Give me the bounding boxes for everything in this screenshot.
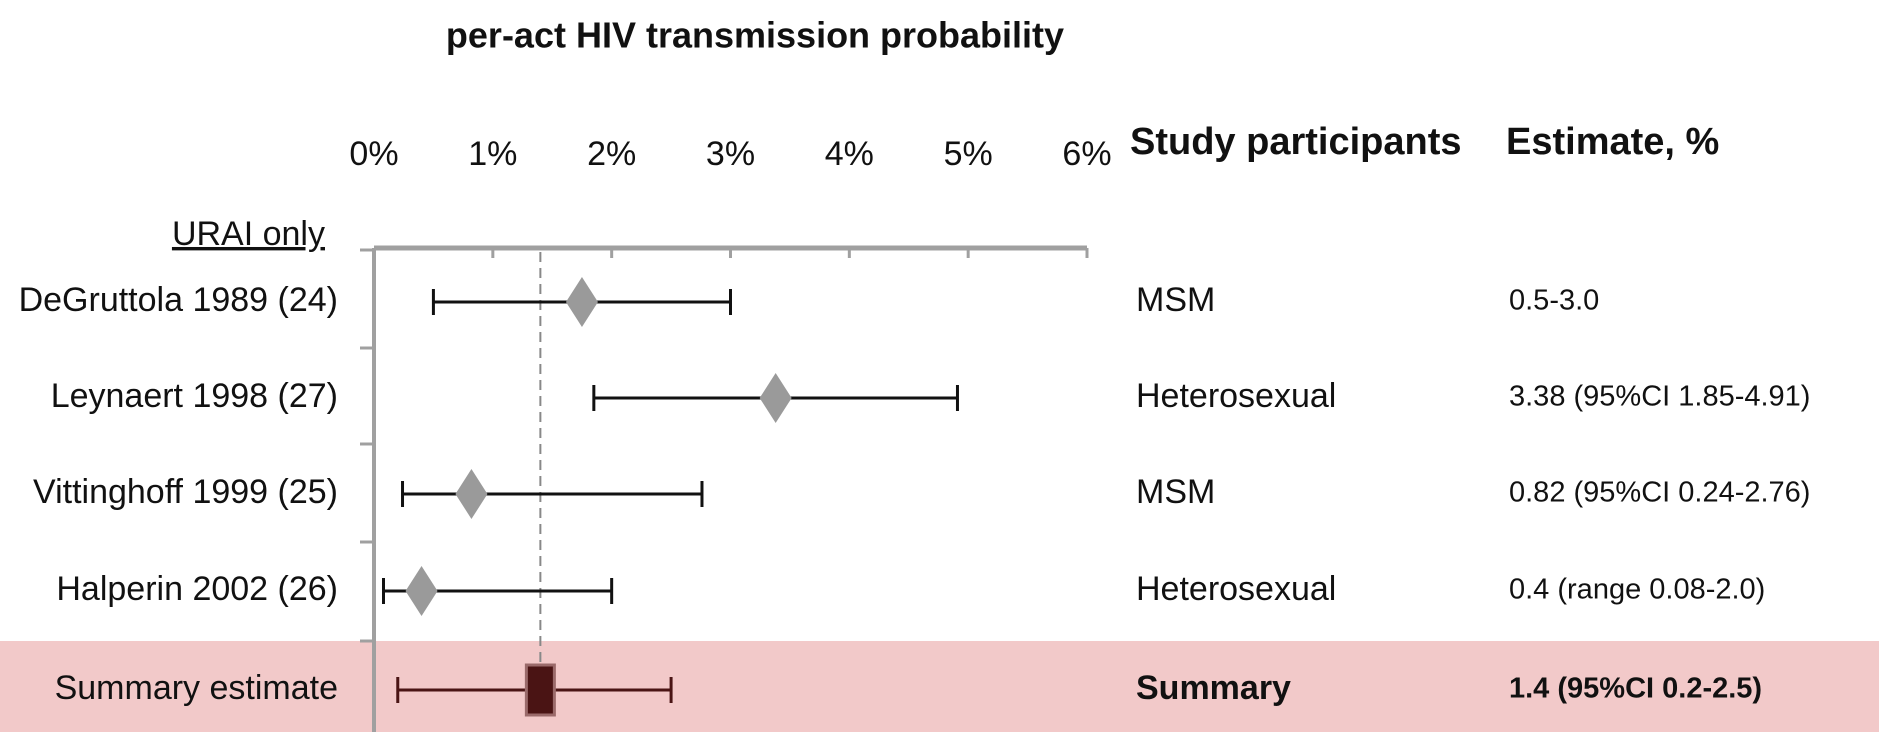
x-tick-label: 4% bbox=[825, 135, 874, 173]
chart-title: per-act HIV transmission probability bbox=[446, 15, 1064, 56]
participants: Summary bbox=[1136, 669, 1291, 707]
participants: Heterosexual bbox=[1136, 570, 1336, 608]
estimate: 1.4 (95%CI 0.2-2.5) bbox=[1509, 673, 1762, 705]
participants: Heterosexual bbox=[1136, 377, 1336, 415]
x-tick-label: 6% bbox=[1062, 135, 1111, 173]
point-marker bbox=[565, 277, 598, 327]
study-name: Leynaert 1998 (27) bbox=[51, 377, 338, 415]
estimate: 0.5-3.0 bbox=[1509, 285, 1599, 317]
row-ticks bbox=[360, 248, 374, 643]
x-tick-label: 3% bbox=[706, 135, 755, 173]
participants: MSM bbox=[1136, 473, 1215, 511]
estimate: 0.4 (range 0.08-2.0) bbox=[1509, 574, 1765, 606]
estimate: 0.82 (95%CI 0.24-2.76) bbox=[1509, 477, 1810, 509]
summary-marker bbox=[524, 663, 556, 717]
participants: MSM bbox=[1136, 281, 1215, 319]
x-tick-label: 1% bbox=[468, 135, 517, 173]
study-name: DeGruttola 1989 (24) bbox=[19, 281, 338, 319]
column-header: Study participants bbox=[1130, 121, 1462, 163]
estimate: 3.38 (95%CI 1.85-4.91) bbox=[1509, 381, 1810, 413]
study-name: Summary estimate bbox=[55, 669, 338, 707]
study-name: Vittinghoff 1999 (25) bbox=[33, 473, 338, 511]
x-tick-label: 2% bbox=[587, 135, 636, 173]
section-label: URAI only bbox=[172, 215, 325, 253]
point-marker bbox=[405, 566, 438, 616]
x-tick-label: 0% bbox=[349, 135, 398, 173]
summary-band bbox=[0, 641, 1879, 732]
point-marker bbox=[455, 469, 488, 519]
column-header: Estimate, % bbox=[1506, 121, 1719, 163]
x-tick-label: 5% bbox=[944, 135, 993, 173]
point-marker bbox=[759, 373, 792, 423]
study-name: Halperin 2002 (26) bbox=[56, 570, 338, 608]
